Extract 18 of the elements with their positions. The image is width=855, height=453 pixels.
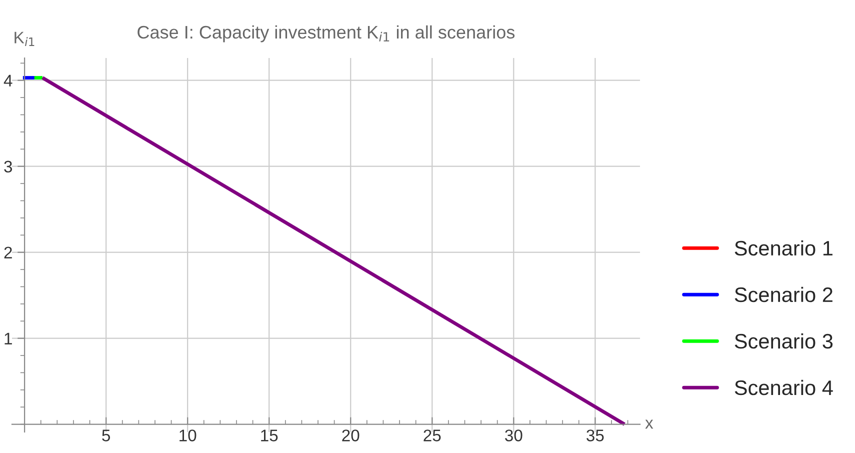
y-axis-title: K$_{i1}$	[14, 32, 34, 46]
y-tick-label: 3	[4, 160, 12, 173]
legend-label: Scenario 4	[734, 380, 833, 396]
x-tick-label: 35	[586, 430, 604, 442]
legend-label: Scenario 3	[734, 333, 833, 349]
x-tick-label: 15	[261, 430, 278, 442]
y-tick-label: 4	[4, 74, 12, 86]
x-tick-label: 30	[505, 430, 522, 442]
x-tick-label: 25	[424, 430, 441, 442]
legend-label: Scenario 2	[734, 286, 832, 302]
legend-label: Scenario 1	[734, 240, 832, 256]
y-tick-label: 2	[4, 246, 12, 258]
y-tick-label: 1	[4, 332, 12, 344]
x-tick-label: 20	[342, 430, 360, 442]
x-tick-label: 5	[102, 430, 110, 442]
x-tick-label: 10	[180, 430, 196, 442]
chart-title: Case I: Capacity investment K$_{i1}$ in all scenarios	[138, 25, 515, 42]
x-axis-title: x	[645, 420, 654, 429]
